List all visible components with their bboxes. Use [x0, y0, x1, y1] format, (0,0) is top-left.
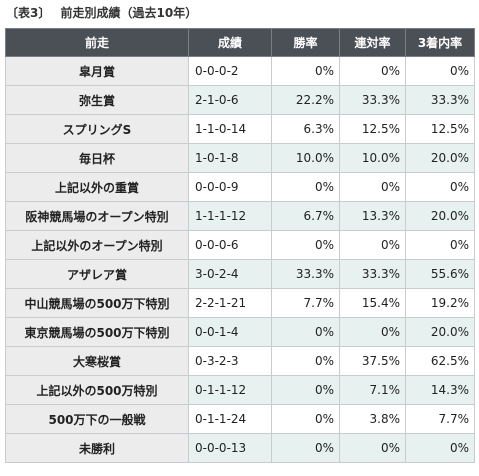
win-rate-cell: 0% [271, 172, 340, 202]
table-row: 上記以外の重賞 0-0-0-9 0% 0% 0% [5, 172, 475, 202]
table-row: 皐月賞 0-0-0-2 0% 0% 0% [5, 56, 475, 86]
record-cell: 2-2-1-21 [188, 288, 272, 318]
race-name-cell: 500万下の一般戦 [5, 404, 189, 434]
rentai-rate-cell: 0% [339, 230, 406, 260]
table-body: 皐月賞 0-0-0-2 0% 0% 0% 弥生賞 2-1-0-6 22.2% 33.3% 33.3… [5, 56, 475, 463]
table-row: 大寒桜賞 0-3-2-3 0% 37.5% 62.5% [5, 346, 475, 376]
race-name-cell: 中山競馬場の500万下特別 [5, 288, 189, 318]
record-cell: 0-0-0-6 [188, 230, 272, 260]
table-row: 阪神競馬場のオープン特別 1-1-1-12 6.7% 13.3% 20.0% [5, 201, 475, 231]
race-name-cell: 弥生賞 [5, 85, 189, 115]
rentai-rate-cell: 7.1% [339, 375, 406, 405]
top3-rate-cell: 0% [405, 56, 475, 86]
rentai-rate-cell: 10.0% [339, 143, 406, 173]
top3-rate-cell: 12.5% [405, 114, 475, 144]
top3-rate-cell: 19.2% [405, 288, 475, 318]
win-rate-cell: 0% [271, 317, 340, 347]
table-caption: 〔表3〕 前走別成績（過去10年） [6, 3, 197, 23]
table-row: 500万下の一般戦 0-1-1-24 0% 3.8% 7.7% [5, 404, 475, 434]
race-name-cell: 皐月賞 [5, 56, 189, 86]
race-name-cell: 大寒桜賞 [5, 346, 189, 376]
win-rate-cell: 0% [271, 375, 340, 405]
race-name-cell: スプリングS [5, 114, 189, 144]
race-name-cell: 上記以外のオープン特別 [5, 230, 189, 260]
header-top3-rate: 3着内率 [405, 28, 475, 57]
record-cell: 0-1-1-12 [188, 375, 272, 405]
rentai-rate-cell: 13.3% [339, 201, 406, 231]
win-rate-cell: 0% [271, 404, 340, 434]
record-cell: 1-1-1-12 [188, 201, 272, 231]
table-row: 上記以外のオープン特別 0-0-0-6 0% 0% 0% [5, 230, 475, 260]
top3-rate-cell: 0% [405, 230, 475, 260]
win-rate-cell: 0% [271, 346, 340, 376]
record-cell: 1-0-1-8 [188, 143, 272, 173]
header-record: 成績 [188, 28, 272, 57]
win-rate-cell: 22.2% [271, 85, 340, 115]
win-rate-cell: 0% [271, 56, 340, 86]
race-name-cell: 毎日杯 [5, 143, 189, 173]
win-rate-cell: 7.7% [271, 288, 340, 318]
record-cell: 0-3-2-3 [188, 346, 272, 376]
results-table: 前走 成績 勝率 連対率 3着内率 皐月賞 0-0-0-2 0% 0% 0% 弥生賞 2-1… [5, 28, 475, 463]
rentai-rate-cell: 0% [339, 317, 406, 347]
top3-rate-cell: 62.5% [405, 346, 475, 376]
table-row: 上記以外の500万特別 0-1-1-12 0% 7.1% 14.3% [5, 375, 475, 405]
rentai-rate-cell: 33.3% [339, 259, 406, 289]
record-cell: 3-0-2-4 [188, 259, 272, 289]
record-cell: 2-1-0-6 [188, 85, 272, 115]
table-title: 前走別成績（過去10年） [60, 6, 198, 20]
table-row: 未勝利 0-0-0-13 0% 0% 0% [5, 433, 475, 463]
top3-rate-cell: 7.7% [405, 404, 475, 434]
top3-rate-cell: 55.6% [405, 259, 475, 289]
table-row: 中山競馬場の500万下特別 2-2-1-21 7.7% 15.4% 19.2% [5, 288, 475, 318]
rentai-rate-cell: 0% [339, 433, 406, 463]
rentai-rate-cell: 33.3% [339, 85, 406, 115]
race-name-cell: 上記以外の重賞 [5, 172, 189, 202]
table-row: 東京競馬場の500万下特別 0-0-1-4 0% 0% 20.0% [5, 317, 475, 347]
top3-rate-cell: 20.0% [405, 201, 475, 231]
rentai-rate-cell: 0% [339, 172, 406, 202]
top3-rate-cell: 14.3% [405, 375, 475, 405]
table-header: 前走 成績 勝率 連対率 3着内率 [5, 28, 475, 57]
race-name-cell: 阪神競馬場のオープン特別 [5, 201, 189, 231]
record-cell: 0-0-0-13 [188, 433, 272, 463]
rentai-rate-cell: 12.5% [339, 114, 406, 144]
win-rate-cell: 6.7% [271, 201, 340, 231]
table-number-label: 〔表3〕 [6, 6, 51, 20]
top3-rate-cell: 33.3% [405, 85, 475, 115]
win-rate-cell: 0% [271, 230, 340, 260]
win-rate-cell: 33.3% [271, 259, 340, 289]
table-row: アザレア賞 3-0-2-4 33.3% 33.3% 55.6% [5, 259, 475, 289]
win-rate-cell: 0% [271, 433, 340, 463]
top3-rate-cell: 0% [405, 172, 475, 202]
table-row: 毎日杯 1-0-1-8 10.0% 10.0% 20.0% [5, 143, 475, 173]
header-previous-race: 前走 [5, 28, 189, 57]
header-win-rate: 勝率 [271, 28, 340, 57]
rentai-rate-cell: 0% [339, 56, 406, 86]
record-cell: 0-0-1-4 [188, 317, 272, 347]
top3-rate-cell: 20.0% [405, 317, 475, 347]
race-name-cell: 上記以外の500万特別 [5, 375, 189, 405]
table-row: 弥生賞 2-1-0-6 22.2% 33.3% 33.3% [5, 85, 475, 115]
header-rentai-rate: 連対率 [339, 28, 406, 57]
record-cell: 0-0-0-9 [188, 172, 272, 202]
table-row: スプリングS 1-1-0-14 6.3% 12.5% 12.5% [5, 114, 475, 144]
rentai-rate-cell: 3.8% [339, 404, 406, 434]
rentai-rate-cell: 37.5% [339, 346, 406, 376]
rentai-rate-cell: 15.4% [339, 288, 406, 318]
race-name-cell: 東京競馬場の500万下特別 [5, 317, 189, 347]
top3-rate-cell: 20.0% [405, 143, 475, 173]
record-cell: 0-0-0-2 [188, 56, 272, 86]
win-rate-cell: 10.0% [271, 143, 340, 173]
race-name-cell: 未勝利 [5, 433, 189, 463]
header-row: 前走 成績 勝率 連対率 3着内率 [5, 28, 475, 57]
record-cell: 0-1-1-24 [188, 404, 272, 434]
win-rate-cell: 6.3% [271, 114, 340, 144]
record-cell: 1-1-0-14 [188, 114, 272, 144]
race-name-cell: アザレア賞 [5, 259, 189, 289]
top3-rate-cell: 0% [405, 433, 475, 463]
